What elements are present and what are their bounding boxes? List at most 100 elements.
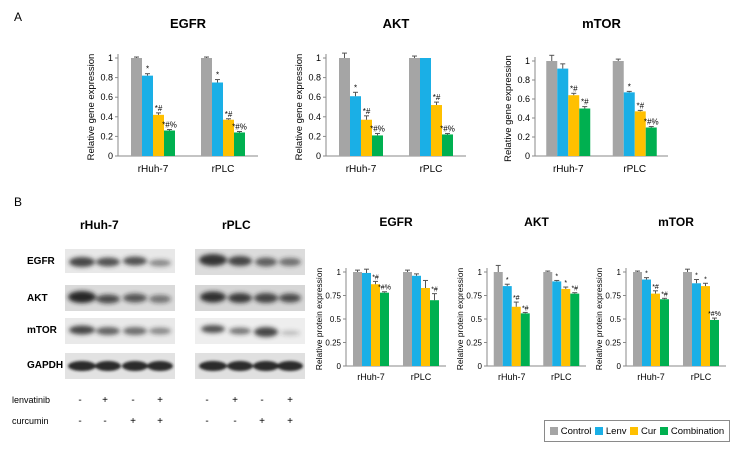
x-category-label: rPLC — [411, 372, 432, 382]
y-axis-label: Relative protein expression — [594, 267, 604, 370]
treatment-sign-curcumin-lane-7: + — [259, 416, 265, 427]
y-tick-label: 0.8 — [100, 73, 113, 83]
bar-combination-rplc — [645, 127, 657, 156]
y-tick-label: 1 — [337, 268, 342, 277]
y-tick-label: 0.6 — [517, 94, 530, 104]
legend-swatch-lenv — [594, 427, 603, 435]
significance-annotation: *# — [570, 84, 578, 93]
bar-lenv-rplc — [420, 58, 431, 156]
legend-label-control: Control — [560, 425, 592, 437]
significance-annotation: * — [146, 65, 149, 74]
bar-cur-rplc — [701, 286, 710, 366]
legend-label-cur: Cur — [641, 425, 657, 437]
treatment-sign-curcumin-lane-1: - — [78, 416, 82, 427]
significance-annotation: * — [216, 71, 219, 80]
treatment-label-lenvatinib: lenvatinib — [12, 395, 51, 405]
y-tick-label: 1 — [525, 56, 530, 66]
y-tick-label: 0.75 — [605, 292, 621, 301]
chart-title: AKT — [383, 16, 410, 31]
bar-combination-rhuh-7 — [372, 135, 383, 156]
blot-row-label-egfr: EGFR — [27, 256, 55, 267]
y-tick-label: 0.2 — [100, 131, 113, 141]
significance-annotation: *#% — [378, 285, 391, 292]
significance-annotation: *# — [225, 110, 233, 119]
treatment-sign-lenvatinib-lane-5: - — [205, 395, 209, 406]
bar-combination-rplc — [570, 293, 580, 366]
bar-control-rplc — [543, 272, 553, 366]
blot-group-title-rhuh7: rHuh-7 — [80, 218, 119, 232]
bar-chart-2: AKT Relative gene expression 0 0.2 0.4 0.6 0.8… — [294, 16, 466, 175]
bar-chart-6: mTOR Relative protein expression 0 0.25 0.5 0… — [594, 215, 726, 382]
x-category-label: rHuh-7 — [346, 164, 377, 175]
legend-label-lenv: Lenv — [605, 425, 627, 437]
legend-label-combination: Combination — [670, 425, 725, 437]
treatment-sign-curcumin-lane-5: - — [205, 416, 209, 427]
bar-cur-rhuh-7 — [153, 114, 164, 156]
treatment-sign-lenvatinib-lane-3: - — [131, 395, 135, 406]
bar-cur-rplc — [561, 288, 571, 366]
x-category-label: rHuh-7 — [637, 372, 665, 382]
bar-lenv-rplc — [692, 283, 701, 366]
y-tick-label: 0.25 — [325, 339, 341, 348]
bar-combination-rhuh-7 — [164, 130, 175, 156]
y-tick-label: 0 — [337, 362, 342, 371]
y-tick-label: 0.75 — [325, 292, 341, 301]
y-tick-label: 0.75 — [466, 292, 482, 301]
treatment-sign-curcumin-lane-4: + — [157, 416, 163, 427]
bar-lenv-rhuh-7 — [642, 279, 651, 366]
chart-title: mTOR — [582, 16, 621, 31]
x-category-label: rHuh-7 — [357, 372, 385, 382]
y-tick-label: 1 — [108, 53, 113, 63]
bar-combination-rhuh-7 — [520, 313, 530, 366]
significance-annotation: *#% — [232, 123, 247, 132]
treatment-sign-curcumin-lane-3: + — [130, 416, 136, 427]
y-tick-label: 0.6 — [308, 92, 321, 102]
significance-annotation: * — [645, 271, 648, 278]
treatment-sign-lenvatinib-lane-7: - — [260, 395, 264, 406]
blot-group-title-rplc: rPLC — [222, 218, 251, 232]
panel-b-label: B — [14, 195, 23, 209]
treatment-sign-lenvatinib-lane-6: + — [232, 395, 238, 406]
y-tick-label: 0.4 — [517, 113, 530, 123]
x-category-label: rPLC — [212, 164, 235, 175]
bar-cur-rhuh-7 — [651, 293, 660, 366]
y-tick-label: 0.2 — [517, 132, 530, 142]
x-category-label: rPLC — [623, 164, 646, 175]
bar-combination-rplc — [234, 132, 245, 156]
y-tick-label: 0.8 — [517, 75, 530, 85]
bar-chart-1: EGFR Relative gene expression 0 0.2 0.4 0.6 0.… — [86, 16, 258, 175]
x-category-label: rPLC — [420, 164, 443, 175]
bar-control-rhuh-7 — [353, 272, 362, 366]
x-category-label: rPLC — [691, 372, 712, 382]
y-tick-label: 0.5 — [610, 315, 622, 324]
y-tick-label: 0.25 — [605, 339, 621, 348]
blot-row-label-mtor: mTOR — [27, 325, 57, 336]
x-category-label: rHuh-7 — [138, 164, 169, 175]
y-tick-label: 0.5 — [330, 315, 342, 324]
bar-lenv-rhuh-7 — [362, 272, 371, 366]
blot-row-label-gapdh: GAPDH — [27, 360, 64, 371]
significance-annotation: *#% — [370, 124, 385, 133]
y-tick-label: 1 — [316, 53, 321, 63]
chart-title: mTOR — [658, 215, 694, 229]
bar-cur-rhuh-7 — [361, 119, 372, 156]
y-tick-label: 0 — [478, 362, 483, 371]
bar-combination-rhuh-7 — [380, 292, 389, 366]
y-tick-label: 1 — [617, 268, 622, 277]
blot-row-label-akt: AKT — [27, 293, 48, 304]
chart-title: EGFR — [379, 215, 413, 229]
bar-cur-rhuh-7 — [371, 284, 380, 366]
treatment-sign-lenvatinib-lane-1: - — [78, 395, 82, 406]
bar-control-rplc — [612, 61, 624, 156]
bar-lenv-rplc — [412, 275, 421, 366]
bar-control-rplc — [409, 58, 420, 156]
x-category-label: rHuh-7 — [553, 164, 584, 175]
bar-control-rhuh-7 — [339, 58, 350, 156]
bar-combination-rplc — [430, 300, 439, 366]
treatment-sign-curcumin-lane-8: + — [287, 416, 293, 427]
bar-chart-5: AKT Relative protein expression 0 0.25 0.5 0.… — [455, 215, 586, 382]
significance-annotation: *# — [661, 291, 668, 298]
y-tick-label: 0.4 — [308, 112, 321, 122]
significance-annotation: * — [628, 82, 631, 91]
bar-combination-rhuh-7 — [579, 108, 591, 156]
